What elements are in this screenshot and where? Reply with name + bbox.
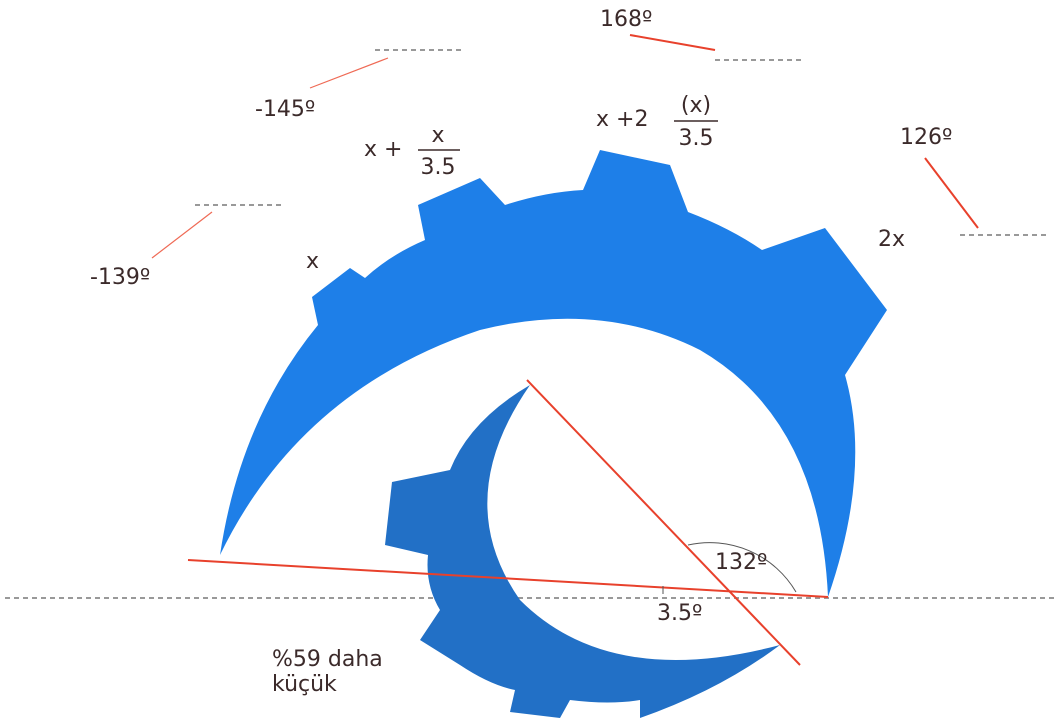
- note: küçük: [272, 672, 337, 697]
- pointer-line: [924, 157, 979, 229]
- angle-label: -139º: [90, 265, 150, 290]
- angle-label: -145º: [255, 97, 315, 122]
- tooth-label: x: [306, 249, 319, 274]
- pointer-line: [629, 34, 716, 51]
- angle-label: 126º: [900, 125, 952, 150]
- angle-label: 3.5º: [657, 601, 702, 626]
- small-gear: [385, 385, 780, 718]
- fraction-denominator: 3.5: [421, 155, 456, 180]
- fraction-denominator: 3.5: [679, 126, 714, 151]
- pointer-line: [309, 57, 389, 89]
- angle-label: 132º: [715, 550, 767, 575]
- red-line: [187, 559, 829, 598]
- angle-label: 168º: [600, 7, 652, 32]
- note: %59 daha: [272, 647, 383, 672]
- tooth-label: x +: [364, 137, 402, 162]
- fraction-numerator: x: [431, 123, 444, 148]
- red-line: [526, 379, 801, 666]
- pointer-line: [151, 211, 213, 259]
- tooth-label: x +2: [596, 107, 648, 132]
- angle-arc: [687, 542, 797, 593]
- large-gear: [220, 150, 887, 597]
- fraction-numerator: (x): [681, 93, 711, 118]
- tooth-label: 2x: [878, 227, 905, 252]
